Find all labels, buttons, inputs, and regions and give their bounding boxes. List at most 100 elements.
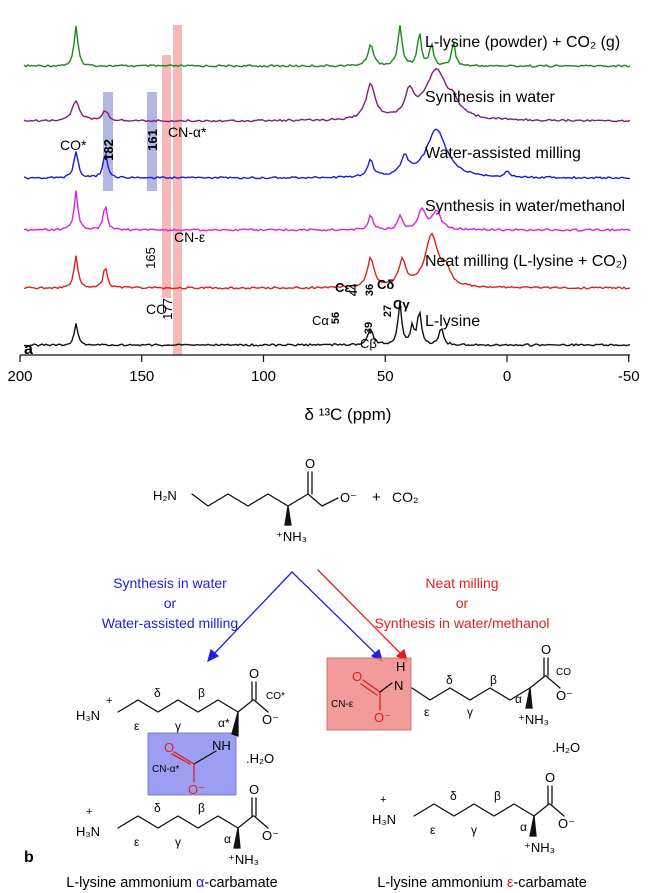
alpha-nh: NH bbox=[212, 738, 231, 753]
annotation-cn-eps: CN-ε bbox=[174, 229, 205, 245]
spectrum-trace bbox=[23, 25, 631, 68]
alpha-label-delta: δ bbox=[154, 686, 161, 700]
x-tick-label: 150 bbox=[129, 368, 154, 385]
reactant-carbonyl-o: O bbox=[305, 456, 315, 471]
annotation-161: 161 bbox=[145, 129, 160, 151]
epsilon-label-beta: β bbox=[490, 673, 497, 687]
annotation-c-eps: Cε bbox=[335, 280, 351, 295]
reactant-o-minus: O⁻ bbox=[340, 490, 357, 505]
annotation-39: 39 bbox=[363, 322, 375, 334]
alpha-h3n-charge: + bbox=[106, 695, 112, 707]
left-lysine-delta: δ bbox=[154, 801, 161, 815]
reaction-scheme-panel: b H₂N O O⁻ ⁺NH₃ + CO₂ Synthesis in water… bbox=[24, 456, 587, 891]
caption-alpha-greek: α bbox=[196, 875, 204, 891]
right-route-line1: Neat milling bbox=[425, 575, 498, 591]
epsilon-carbamate-o-minus: O⁻ bbox=[374, 710, 391, 725]
nmr-panel: 200 150 100 50 0 -50 δ ¹³C (ppm) a L-lysine (… bbox=[7, 25, 640, 424]
spectrum-label-synthesis-water: Synthesis in water bbox=[425, 89, 556, 106]
alpha-label-eps: ε bbox=[134, 719, 140, 733]
left-lysine-structure bbox=[117, 797, 269, 849]
reactant-h2n: H₂N bbox=[153, 488, 177, 503]
alpha-carbonyl-o: O bbox=[249, 666, 259, 681]
epsilon-carbamate-o: O bbox=[352, 669, 362, 684]
spectrum-trace bbox=[23, 190, 631, 232]
alpha-carbamate-o-minus: O⁻ bbox=[188, 782, 205, 797]
epsilon-label-gamma: γ bbox=[467, 705, 473, 719]
right-lysine-h3n-charge: + bbox=[380, 794, 386, 806]
spectrum-label-lysine: L-lysine bbox=[425, 313, 480, 330]
epsilon-o-minus: O⁻ bbox=[556, 688, 573, 703]
x-tick-label: 200 bbox=[7, 368, 32, 385]
right-lysine-nh3: ⁺NH₃ bbox=[524, 840, 555, 855]
caption-epsilon-greek: ε bbox=[507, 875, 514, 891]
left-lysine-gamma: γ bbox=[175, 835, 181, 849]
alpha-label-gamma: γ bbox=[175, 719, 181, 733]
epsilon-water: .H₂O bbox=[552, 740, 580, 755]
right-lysine-alpha: α bbox=[520, 820, 527, 834]
alpha-carbamate-group bbox=[171, 751, 195, 783]
epsilon-carbamate-h: H bbox=[396, 659, 405, 674]
left-lysine-o-minus: O⁻ bbox=[262, 828, 279, 843]
alpha-carbamate-o: O bbox=[164, 740, 174, 755]
left-lysine-carbonyl-o: O bbox=[249, 782, 259, 797]
epsilon-carbamate-n: N bbox=[394, 678, 403, 693]
spectrum-trace bbox=[24, 301, 631, 347]
annotation-165: 165 bbox=[143, 247, 158, 269]
left-lysine-alpha: α bbox=[224, 832, 231, 846]
alpha-label-beta: β bbox=[198, 686, 205, 700]
reactant-nh3: ⁺NH₃ bbox=[276, 529, 307, 544]
x-tick-label: 0 bbox=[503, 368, 511, 385]
x-tick-label: -50 bbox=[618, 368, 640, 385]
alpha-o-minus: O⁻ bbox=[262, 712, 279, 727]
alpha-water: .H₂O bbox=[246, 751, 274, 766]
left-route-line2: or bbox=[164, 595, 177, 611]
reactant-lysine bbox=[191, 471, 339, 526]
annotation-27: 27 bbox=[382, 305, 394, 317]
annotation-c-alpha: Cα bbox=[312, 313, 329, 328]
left-lysine-eps: ε bbox=[134, 835, 140, 849]
x-tick-label: 50 bbox=[377, 368, 394, 385]
left-route-line3: Water-assisted milling bbox=[102, 615, 238, 631]
highlight-band-182 bbox=[103, 92, 113, 191]
right-lysine-carbonyl-o: O bbox=[545, 770, 555, 785]
annotation-cn-alpha-star: CN-α* bbox=[168, 124, 207, 140]
panel-label-a: a bbox=[24, 341, 33, 358]
annotation-co: CO bbox=[146, 301, 167, 317]
left-lysine-nh3: ⁺NH₃ bbox=[228, 852, 259, 867]
epsilon-carbamate-group bbox=[360, 679, 381, 711]
right-lysine-gamma: γ bbox=[471, 823, 477, 837]
highlight-band-161 bbox=[147, 92, 157, 191]
caption-alpha-carbamate: L-lysine ammonium α-carbamate bbox=[66, 875, 277, 891]
epsilon-carbamate-structure bbox=[379, 657, 561, 709]
right-lysine-beta: β bbox=[494, 789, 501, 803]
left-lysine-beta: β bbox=[198, 801, 205, 815]
spectrum-label-water-methanol: Synthesis in water/methanol bbox=[425, 198, 625, 215]
right-route-line2: or bbox=[456, 595, 469, 611]
reactant-co2: CO₂ bbox=[392, 489, 418, 505]
epsilon-label-delta: δ bbox=[446, 673, 453, 687]
annotation-c-delta: Cδ bbox=[377, 277, 394, 292]
alpha-cn-label: CN-α* bbox=[152, 764, 180, 775]
caption-epsilon-carbamate: L-lysine ammonium ε-carbamate bbox=[377, 875, 587, 891]
spectrum-label-neat-milling: Neat milling (L-lysine + CO₂) bbox=[425, 253, 627, 270]
alpha-carbamate-highlight-box bbox=[147, 732, 237, 796]
annotation-c-gamma: Cγ bbox=[393, 297, 410, 312]
x-axis-ticks: 200 150 100 50 0 -50 bbox=[7, 355, 640, 385]
epsilon-cn-label: CN-ε bbox=[331, 699, 354, 710]
alpha-h3n: H₃N bbox=[76, 708, 100, 723]
epsilon-nh3: ⁺NH₃ bbox=[518, 712, 549, 727]
right-lysine-eps: ε bbox=[430, 823, 436, 837]
highlight-band-177 bbox=[173, 25, 182, 355]
right-lysine-delta: δ bbox=[450, 789, 457, 803]
alpha-carbamate-structure bbox=[117, 681, 269, 765]
spectrum-trace bbox=[23, 68, 631, 123]
left-lysine-h3n-charge: + bbox=[86, 806, 92, 818]
right-lysine-structure bbox=[413, 785, 565, 837]
annotation-177: 177 bbox=[160, 298, 175, 320]
annotation-co-star: CO* bbox=[60, 137, 87, 153]
right-lysine-h3n: H₃N bbox=[372, 812, 396, 827]
reactant-plus: + bbox=[372, 489, 381, 506]
annotation-c-beta: Cβ bbox=[360, 336, 377, 351]
epsilon-co: CO bbox=[556, 667, 571, 678]
